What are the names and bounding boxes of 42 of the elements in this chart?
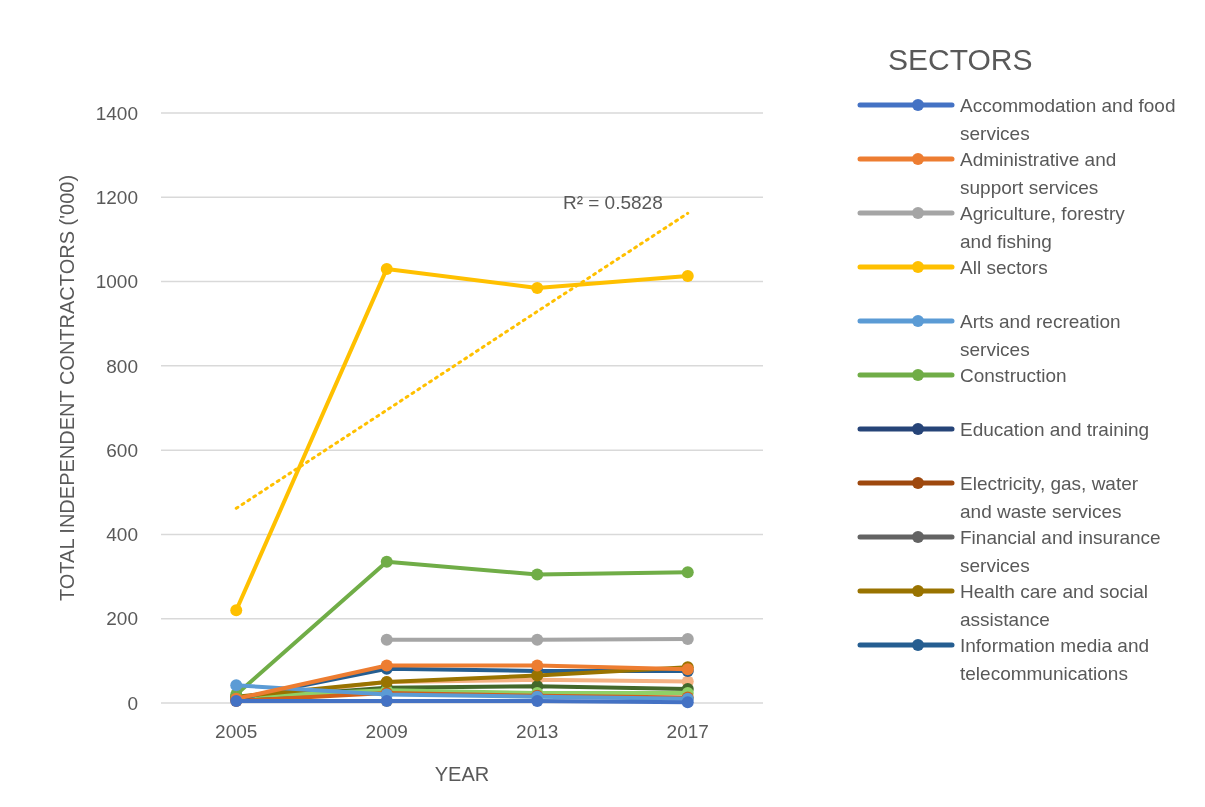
y-tick-label: 800 — [106, 355, 138, 377]
legend-label: Agriculture, forestry and fishing — [960, 203, 1126, 252]
point — [681, 270, 694, 283]
legend-label: Accommodation and food services — [960, 95, 1176, 144]
x-tick-label: 2009 — [365, 721, 408, 742]
y-tick-label: 1200 — [95, 186, 138, 208]
legend-label: Education and training — [960, 419, 1150, 440]
x-tick-label: 2005 — [215, 721, 258, 742]
point — [531, 281, 544, 294]
point — [531, 694, 544, 707]
point — [531, 568, 544, 581]
legend-label: Arts and recreation services — [960, 311, 1121, 360]
point — [230, 604, 243, 617]
point — [230, 679, 243, 692]
point — [531, 633, 544, 646]
legend-label: Electricity, gas, water and waste services — [960, 473, 1139, 522]
annotation: R² = 0.5828 — [562, 192, 663, 214]
point — [531, 669, 544, 682]
legend-label: Financial and insurance services — [960, 527, 1161, 576]
y-tick-label: 1400 — [95, 102, 138, 124]
x-axis-title: YEAR — [434, 763, 490, 785]
point — [681, 696, 694, 709]
legend-label: All sectors — [960, 257, 1048, 278]
y-tick-label: 600 — [106, 439, 138, 461]
point — [380, 262, 393, 275]
y-tick-label: 400 — [106, 524, 138, 546]
legend-label: Information media and telecommunications — [960, 635, 1150, 684]
point — [380, 633, 393, 646]
y-tick-label: 200 — [106, 608, 138, 630]
legend-label: Administrative and support services — [960, 149, 1117, 198]
point — [681, 566, 694, 579]
point — [681, 632, 694, 645]
y-tick-label: 0 — [127, 692, 138, 714]
x-tick-label: 2013 — [516, 721, 559, 742]
y-axis-title: TOTAL INDEPENDENT CONTRACTORS ('000) — [56, 174, 78, 602]
legend-title: SECTORS — [888, 43, 1033, 76]
legend-label: Construction — [960, 365, 1067, 386]
point — [380, 555, 393, 568]
y-tick-label: 1000 — [95, 271, 138, 293]
x-tick-label: 2017 — [666, 721, 709, 742]
point — [531, 659, 544, 672]
legend-label: Health care and social assistance — [960, 581, 1148, 630]
